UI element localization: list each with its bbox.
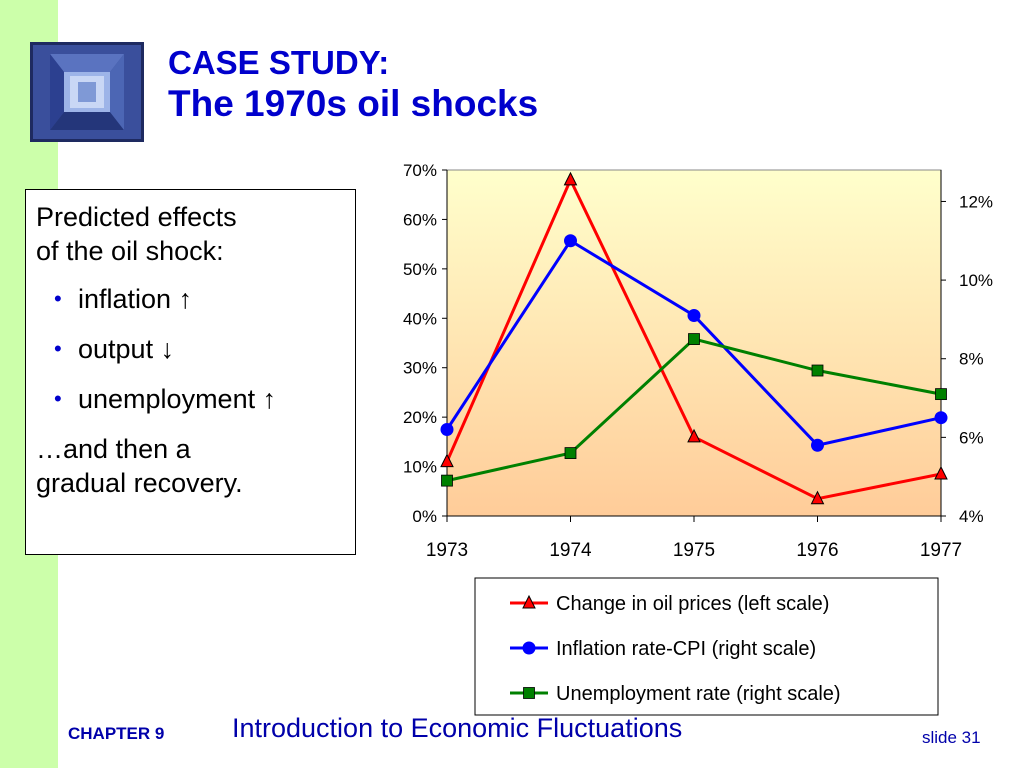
x-tick-label: 1976 [796,540,838,561]
box-heading-line-1: Predicted effects [36,202,237,232]
x-tick-label: 1974 [549,540,592,561]
x-tick-label: 1975 [673,540,715,561]
left-tick-label: 70% [403,161,437,180]
slide-title: CASE STUDY: The 1970s oil shocks [168,44,538,126]
effect-inflation: inflation ↑ [36,274,345,324]
effect-output: output ↓ [36,324,345,374]
follow-line-2: gradual recovery. [36,468,243,498]
title-line-2: The 1970s oil shocks [168,83,539,124]
legend-box [474,577,939,716]
predicted-effects-box: Predicted effects of the oil shock: infl… [25,189,356,555]
legend-marker-triangle [522,594,536,609]
left-tick-label: 10% [403,458,437,477]
right-tick-label: 12% [959,192,993,211]
data-point-square [811,364,824,377]
left-tick-label: 50% [403,260,437,279]
data-point-square [688,333,700,345]
data-point-square [564,447,577,459]
effect-unemployment: unemployment ↑ [36,374,345,424]
data-point-triangle [810,490,825,505]
title-line-1: CASE STUDY: [168,44,390,81]
data-point-triangle [687,428,701,443]
data-point-triangle [934,465,948,480]
data-point-circle [687,308,701,322]
legend-label: Change in oil prices (left scale) [556,593,829,615]
right-tick-label: 4% [959,507,984,526]
x-tick-label: 1973 [426,540,468,561]
data-point-circle [934,411,948,425]
legend-label: Unemployment rate (right scale) [556,683,841,705]
right-tick-label: 8% [959,350,984,369]
legend-marker-circle [522,641,536,655]
footer-title: Introduction to Economic Fluctuations [232,713,683,743]
data-point-triangle [440,453,454,468]
legend-label: Inflation rate-CPI (right scale) [556,638,816,660]
left-tick-label: 0% [412,507,437,526]
arrow-up-icon: ↑ [178,284,193,314]
arrow-up-icon: ↑ [262,384,277,414]
arrow-down-icon: ↓ [160,334,175,364]
left-tick-label: 30% [403,359,437,378]
right-tick-label: 10% [959,271,993,290]
effects-list: inflation ↑ output ↓ unemployment ↑ [36,274,345,424]
data-point-circle [440,423,454,436]
left-tick-label: 20% [403,408,437,427]
box-heading-line-2: of the oil shock: [36,236,224,266]
legend-marker-square [523,687,535,699]
data-point-square [441,474,453,487]
footer-chapter: CHAPTER 9 [68,724,165,743]
oil-well-image [30,42,144,142]
x-tick-label: 1977 [920,540,962,561]
legend: Change in oil prices (left scale) Inflati… [474,577,939,716]
data-point-circle [811,438,824,452]
follow-line-1: …and then a [36,434,191,464]
left-tick-label: 60% [403,210,437,229]
data-point-square [935,388,947,401]
right-tick-label: 6% [959,428,984,447]
left-tick-label: 40% [403,309,437,328]
data-point-triangle [563,171,578,186]
data-point-circle [564,234,577,248]
slide-number: slide 31 [922,728,981,747]
